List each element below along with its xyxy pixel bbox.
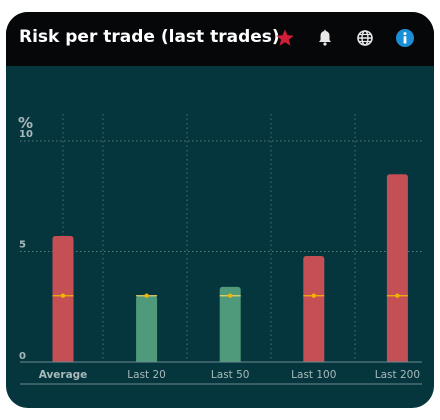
- y-tick-label: 10: [19, 129, 33, 140]
- bar-last-200[interactable]: [386, 174, 408, 362]
- reference-marker: [311, 293, 316, 298]
- card-title: Risk per trade (last trades): [19, 27, 280, 47]
- x-tick-label: Last 100: [291, 369, 336, 381]
- risk-per-trade-card: Risk per trade (last trades): [6, 12, 434, 408]
- risk-bar-chart: Average Last 20 Last 50 Last 100 Last 200 0 5 1…: [6, 66, 434, 408]
- globe-icon[interactable]: [354, 27, 376, 49]
- reference-marker: [144, 293, 149, 298]
- reference-marker: [228, 293, 233, 298]
- x-tick-label: Last 20: [127, 369, 166, 381]
- star-icon[interactable]: [274, 27, 296, 49]
- info-icon[interactable]: [394, 27, 416, 49]
- x-tick-label: Average: [39, 369, 88, 381]
- bar-last-20[interactable]: [136, 295, 158, 362]
- y-tick-label: 5: [19, 240, 26, 251]
- reference-marker: [395, 293, 400, 298]
- x-tick-label: Last 200: [375, 369, 420, 381]
- card-header: Risk per trade (last trades): [6, 12, 434, 66]
- chart-svg: Average Last 20 Last 50 Last 100 Last 200 0 5 1…: [18, 114, 422, 385]
- x-tick-label: Last 50: [211, 369, 250, 381]
- bar-last-50[interactable]: [219, 286, 241, 362]
- y-unit-label: %: [18, 114, 33, 132]
- bar-last-100[interactable]: [303, 255, 325, 362]
- reference-marker: [60, 293, 66, 298]
- y-tick-label: 0: [19, 351, 26, 362]
- bar-average[interactable]: [52, 236, 74, 362]
- bell-icon[interactable]: [314, 27, 336, 49]
